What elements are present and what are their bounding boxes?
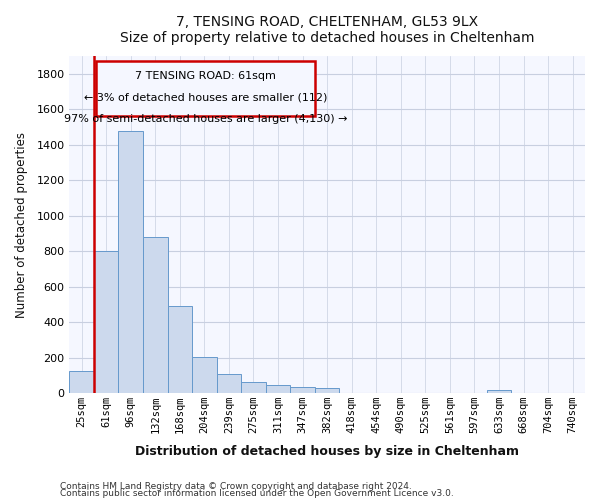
Bar <box>290 387 315 393</box>
Bar <box>217 374 241 393</box>
Bar <box>94 251 118 393</box>
Bar <box>97 62 315 116</box>
Title: 7, TENSING ROAD, CHELTENHAM, GL53 9LX
Size of property relative to detached hous: 7, TENSING ROAD, CHELTENHAM, GL53 9LX Si… <box>120 15 535 45</box>
Y-axis label: Number of detached properties: Number of detached properties <box>15 132 28 318</box>
Bar <box>315 388 340 393</box>
Bar <box>266 385 290 393</box>
Bar <box>70 371 94 393</box>
Bar <box>167 306 192 393</box>
Bar <box>143 237 167 393</box>
Text: 97% of semi-detached houses are larger (4,130) →: 97% of semi-detached houses are larger (… <box>64 114 347 124</box>
Bar <box>118 130 143 393</box>
Text: 7 TENSING ROAD: 61sqm: 7 TENSING ROAD: 61sqm <box>135 71 276 81</box>
Bar <box>487 390 511 393</box>
Text: Contains HM Land Registry data © Crown copyright and database right 2024.: Contains HM Land Registry data © Crown c… <box>60 482 412 491</box>
Bar <box>192 356 217 393</box>
Text: ← 3% of detached houses are smaller (112): ← 3% of detached houses are smaller (112… <box>84 92 327 102</box>
Bar <box>241 382 266 393</box>
X-axis label: Distribution of detached houses by size in Cheltenham: Distribution of detached houses by size … <box>135 444 519 458</box>
Text: Contains public sector information licensed under the Open Government Licence v3: Contains public sector information licen… <box>60 490 454 498</box>
